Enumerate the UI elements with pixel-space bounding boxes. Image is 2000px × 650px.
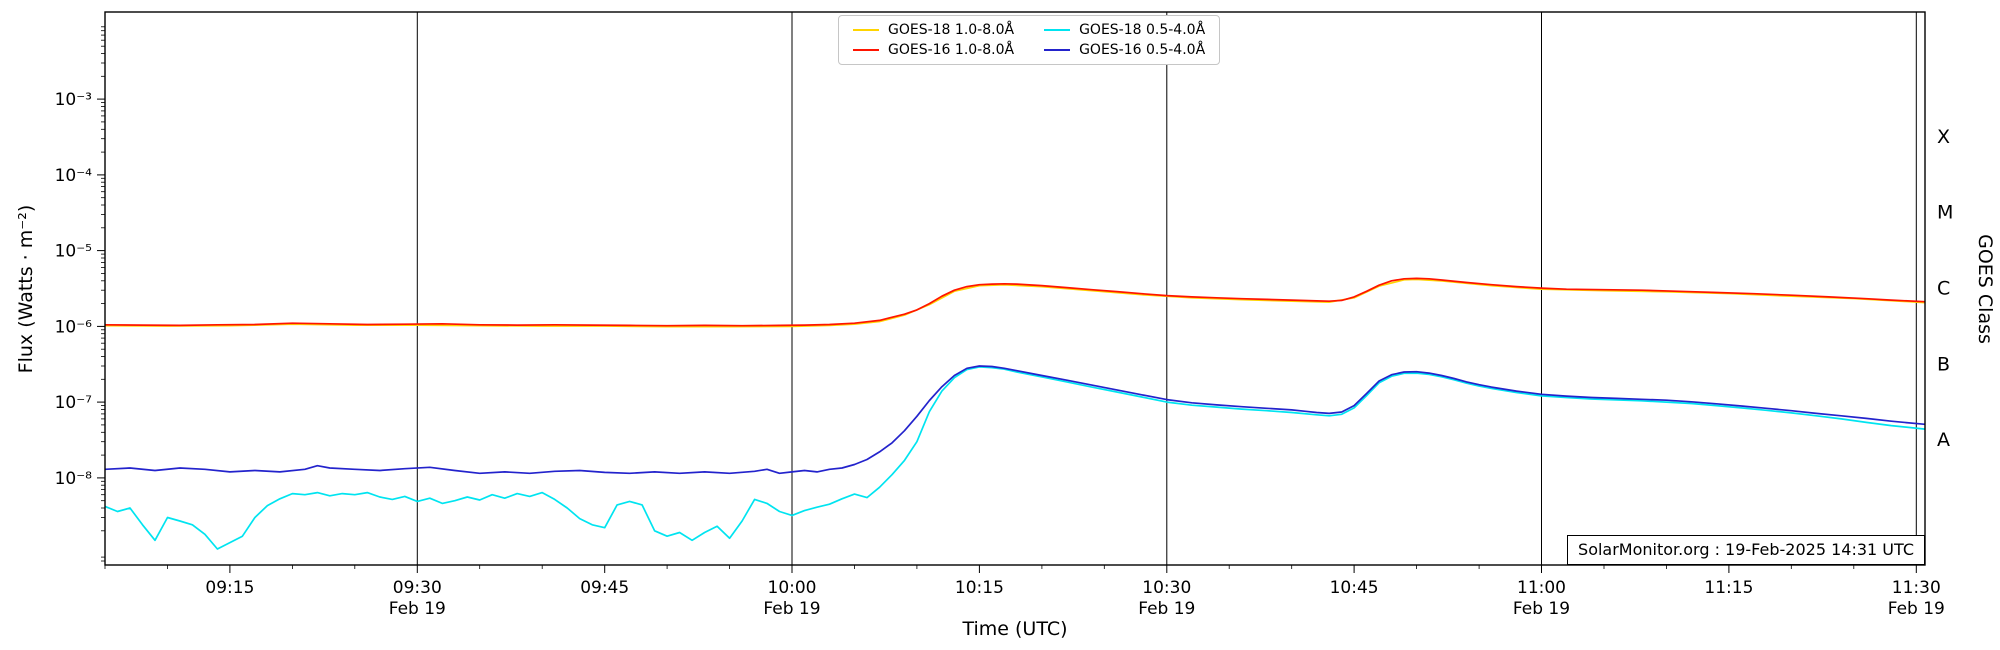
- legend: GOES-18 1.0-8.0Å GOES-16 1.0-8.0Å GOES-18 …: [838, 15, 1221, 65]
- x-tick-date: Feb 19: [1888, 599, 1945, 619]
- goes-class-letter-A: A: [1937, 429, 1950, 451]
- plot-border: [104, 11, 1926, 566]
- legend-swatch-goes18-short: [1044, 28, 1071, 32]
- legend-item-goes16-long: GOES-16 1.0-8.0Å: [853, 42, 1014, 58]
- x-tick-label: 10:45: [1330, 578, 1379, 598]
- x-tick-label: 11:15: [1704, 578, 1753, 598]
- legend-item-goes18-short: GOES-18 0.5-4.0Å: [1044, 22, 1205, 38]
- goes-class-letter-M: M: [1937, 202, 1953, 224]
- goes-class-letter-B: B: [1937, 353, 1950, 375]
- x-tick-date: Feb 19: [389, 599, 446, 619]
- series-line-goes16-long: [105, 277, 1925, 327]
- x-tick-label: 09:45: [580, 578, 629, 598]
- x-tick-label: 09:15: [205, 578, 254, 598]
- y-tick-label: 10⁻⁵: [55, 242, 92, 262]
- x-tick-date: Feb 19: [763, 599, 820, 619]
- goes-class-letter-X: X: [1937, 126, 1950, 148]
- series-line-goes18-long: [105, 278, 1925, 328]
- y-tick-label: 10⁻⁴: [55, 166, 93, 186]
- x-tick-date: Feb 19: [1138, 599, 1195, 619]
- legend-item-goes18-long: GOES-18 1.0-8.0Å: [853, 22, 1014, 38]
- legend-swatch-goes16-long: [853, 48, 879, 52]
- legend-item-goes16-short: GOES-16 0.5-4.0Å: [1044, 42, 1205, 58]
- y-tick-label: 10⁻³: [55, 90, 92, 110]
- legend-swatch-goes18-long: [853, 28, 879, 32]
- x-tick-date: Feb 19: [1513, 599, 1570, 619]
- series-line-goes16-short: [105, 365, 1925, 475]
- series-line-goes18-short: [105, 366, 1925, 550]
- y-tick-label: 10⁻⁷: [55, 393, 93, 413]
- x-tick-label: 10:30: [1142, 578, 1191, 598]
- y-axis-label-goes-class: GOES Class: [1974, 234, 1996, 344]
- goes-class-letter-C: C: [1937, 278, 1950, 300]
- legend-label-goes18-long: GOES-18 1.0-8.0Å: [888, 22, 1015, 38]
- y-tick-label: 10⁻⁸: [55, 469, 93, 489]
- x-tick-label: 11:30: [1892, 578, 1941, 598]
- x-tick-label: 11:00: [1517, 578, 1566, 598]
- legend-swatch-goes16-short: [1044, 48, 1071, 52]
- x-axis-label-time: Time (UTC): [962, 618, 1068, 640]
- x-tick-label: 10:15: [955, 578, 1004, 598]
- legend-label-goes18-short: GOES-18 0.5-4.0Å: [1079, 22, 1206, 38]
- x-tick-label: 09:30: [393, 578, 442, 598]
- legend-label-goes16-long: GOES-16 1.0-8.0Å: [888, 42, 1015, 58]
- legend-label-goes16-short: GOES-16 0.5-4.0Å: [1079, 42, 1206, 58]
- y-tick-label: 10⁻⁶: [55, 317, 93, 337]
- y-axis-label-flux: Flux (Watts · m⁻²): [15, 204, 37, 374]
- watermark-credit: SolarMonitor.org : 19-Feb-2025 14:31 UTC: [1567, 535, 1925, 565]
- x-tick-label: 10:00: [768, 578, 817, 598]
